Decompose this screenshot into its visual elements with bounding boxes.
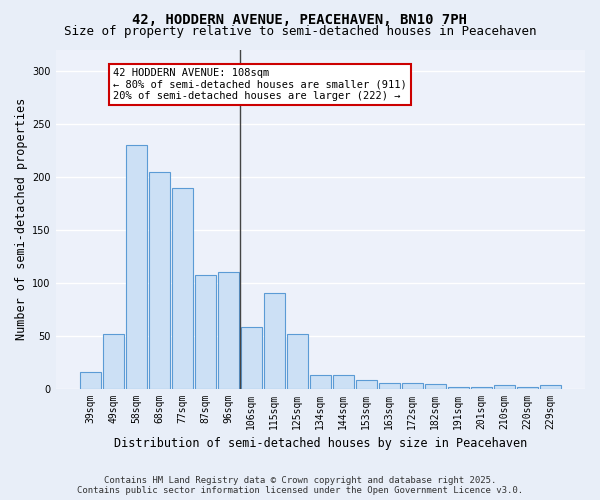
Bar <box>218 272 239 388</box>
Bar <box>103 334 124 388</box>
Bar <box>425 384 446 388</box>
Y-axis label: Number of semi-detached properties: Number of semi-detached properties <box>15 98 28 340</box>
Bar <box>494 386 515 388</box>
Bar <box>264 294 285 388</box>
Bar <box>80 372 101 388</box>
Text: Contains HM Land Registry data © Crown copyright and database right 2025.
Contai: Contains HM Land Registry data © Crown c… <box>77 476 523 495</box>
Text: 42 HODDERN AVENUE: 108sqm
← 80% of semi-detached houses are smaller (911)
20% of: 42 HODDERN AVENUE: 108sqm ← 80% of semi-… <box>113 68 407 101</box>
Text: Size of property relative to semi-detached houses in Peacehaven: Size of property relative to semi-detach… <box>64 25 536 38</box>
Text: 42, HODDERN AVENUE, PEACEHAVEN, BN10 7PH: 42, HODDERN AVENUE, PEACEHAVEN, BN10 7PH <box>133 12 467 26</box>
Bar <box>149 172 170 388</box>
Bar <box>540 386 561 388</box>
Bar <box>195 276 216 388</box>
Bar <box>172 188 193 388</box>
Bar <box>310 375 331 388</box>
Bar <box>402 384 423 388</box>
Bar <box>287 334 308 388</box>
Bar <box>356 380 377 388</box>
Bar <box>126 145 147 388</box>
Bar <box>379 384 400 388</box>
Bar <box>333 375 354 388</box>
Bar <box>241 327 262 388</box>
X-axis label: Distribution of semi-detached houses by size in Peacehaven: Distribution of semi-detached houses by … <box>114 437 527 450</box>
